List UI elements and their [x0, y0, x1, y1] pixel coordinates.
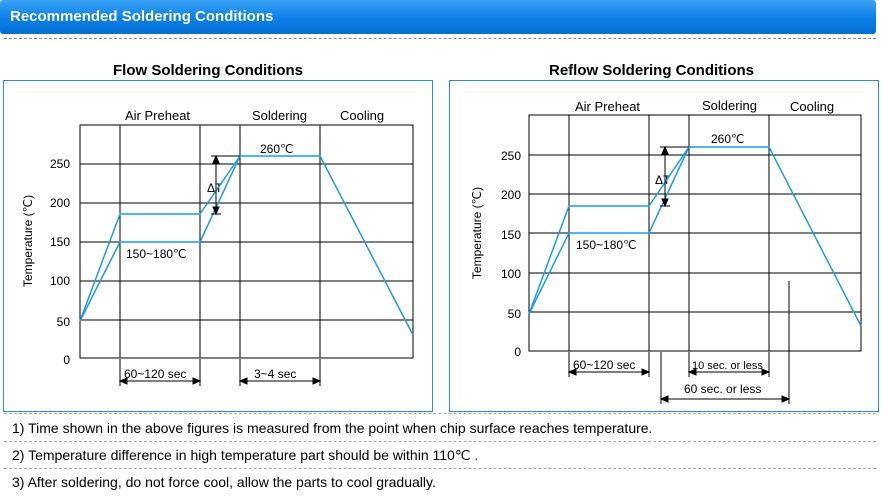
reflow-dim-soldering: 10 sec. or less	[692, 360, 763, 372]
flow-ytick: 150	[50, 235, 70, 249]
flow-chart-panel: 250 200 150 100 50 0 Temperature (℃) Air…	[3, 80, 433, 412]
reflow-chart-panel: 250 200 150 100 50 0 Temperature (℃) Air…	[449, 80, 879, 412]
section-title: Recommended Soldering Conditions	[10, 8, 274, 25]
flow-peak-label: 260℃	[260, 142, 294, 156]
note-3: 3) After soldering, do not force cool, a…	[12, 474, 436, 490]
reflow-phase-cooling: Cooling	[790, 99, 834, 114]
reflow-ytick: 100	[501, 267, 521, 281]
flow-ytick: 200	[50, 196, 70, 210]
reflow-curve-lower	[528, 146, 690, 315]
divider	[4, 38, 876, 39]
flow-phase-cooling: Cooling	[340, 108, 384, 123]
flow-diagram: 250 200 150 100 50 0 Temperature (℃) Air…	[21, 108, 414, 386]
flow-ytick: 100	[50, 274, 70, 288]
divider	[4, 468, 876, 469]
flow-dim-soldering: 3~4 sec	[254, 367, 296, 381]
flow-curve-lower	[79, 155, 241, 322]
reflow-dt-label: ΔT	[655, 173, 671, 187]
section-header: Recommended Soldering Conditions	[0, 0, 876, 34]
flow-phase-soldering: Soldering	[252, 108, 307, 123]
reflow-peak-label: 260℃	[711, 132, 745, 146]
flow-curve-upper	[79, 155, 414, 336]
reflow-ylabel: Temperature (℃)	[470, 187, 484, 279]
reflow-diagram: 250 200 150 100 50 0 Temperature (℃) Air…	[470, 98, 862, 404]
note-2: 2) Temperature difference in high temper…	[12, 447, 479, 463]
flow-ylabel: Temperature (℃)	[21, 195, 35, 287]
divider	[4, 441, 876, 442]
flow-dim-preheat: 60~120 sec	[124, 367, 186, 381]
flow-dt-label: ΔT	[207, 181, 223, 195]
reflow-ytick: 150	[501, 228, 521, 242]
reflow-dim-total: 60 sec. or less	[684, 382, 761, 396]
reflow-ytick: 250	[501, 149, 521, 163]
reflow-ytick: 200	[501, 188, 521, 202]
flow-chart-title: Flow Soldering Conditions	[113, 62, 303, 79]
reflow-phase-soldering: Soldering	[702, 98, 757, 113]
flow-ytick: 50	[57, 315, 71, 329]
flow-ytick: 250	[50, 157, 70, 171]
reflow-ytick: 50	[508, 307, 522, 321]
flow-ytick: 0	[63, 353, 70, 367]
reflow-curve-upper	[528, 146, 862, 327]
reflow-chart-title: Reflow Soldering Conditions	[549, 62, 754, 79]
reflow-preheat-label: 150~180℃	[576, 238, 637, 252]
flow-preheat-label: 150~180℃	[126, 247, 187, 261]
reflow-dim-preheat: 60~120 sec	[573, 358, 635, 372]
divider	[4, 413, 876, 414]
reflow-phase-preheat: Air Preheat	[575, 99, 640, 114]
note-1: 1) Time shown in the above figures is me…	[12, 420, 653, 436]
reflow-ytick: 0	[514, 345, 521, 359]
flow-phase-preheat: Air Preheat	[125, 108, 190, 123]
